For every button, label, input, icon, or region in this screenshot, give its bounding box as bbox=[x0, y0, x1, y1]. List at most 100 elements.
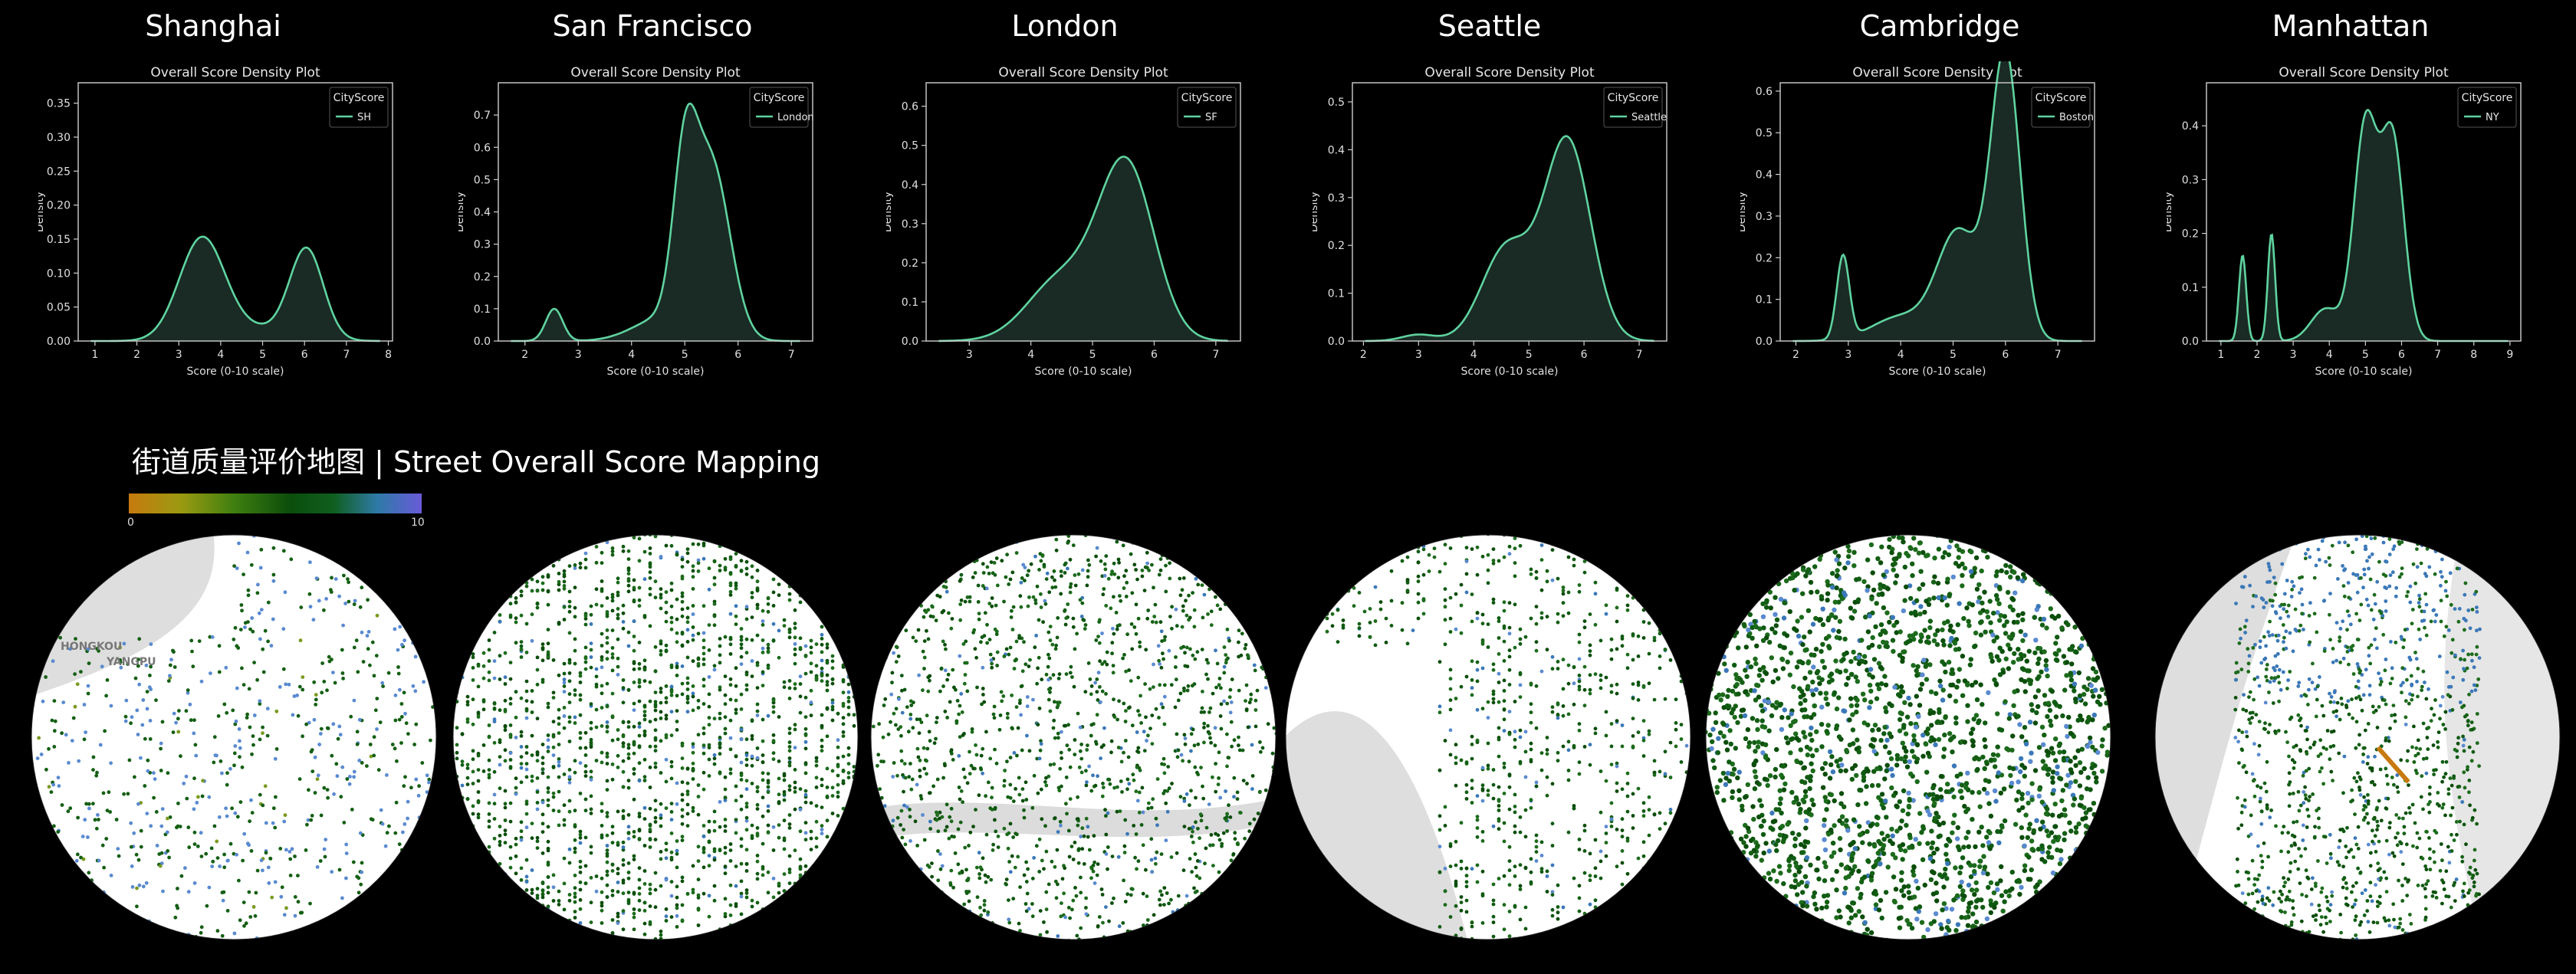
map-section-title: 街道质量评价地图 | Street Overall Score Mapping bbox=[132, 445, 820, 479]
legend: CityScore SH bbox=[329, 87, 389, 128]
y-tick-label: 0.5 bbox=[1328, 97, 1345, 109]
density-line bbox=[938, 156, 1228, 343]
y-tick-label: 0.4 bbox=[902, 179, 918, 192]
y-tick-label: 0.1 bbox=[474, 303, 491, 316]
x-tick-label: 2 bbox=[1792, 349, 1799, 361]
x-tick-label: 3 bbox=[575, 349, 582, 361]
legend-label: London bbox=[777, 112, 814, 123]
density-chart: Overall Score Density Plot 2 3 4 5 6 7 0.0 0.1 0.… bbox=[1313, 65, 1668, 378]
city-title: Cambridge bbox=[1859, 9, 2020, 43]
density-area bbox=[2219, 110, 2509, 341]
plot-frame bbox=[925, 82, 1241, 342]
city-title: Shanghai bbox=[145, 9, 281, 43]
y-tick-label: 0.0 bbox=[474, 336, 491, 348]
y-tick-label: 0.5 bbox=[902, 140, 918, 152]
x-tick-label: 9 bbox=[2506, 349, 2513, 361]
x-tick-label: 7 bbox=[1636, 349, 1643, 361]
city-title: Manhattan bbox=[2272, 9, 2430, 43]
y-tick-label: 0.00 bbox=[47, 336, 71, 348]
y-tick-label: 0.4 bbox=[1756, 169, 1773, 182]
y-tick-label: 0.0 bbox=[1328, 336, 1345, 348]
y-tick-label: 0.30 bbox=[47, 132, 71, 144]
density-line bbox=[1365, 135, 1654, 343]
plot-title: Overall Score Density Plot bbox=[2279, 65, 2449, 80]
plot-title: Overall Score Density Plot bbox=[998, 65, 1168, 80]
y-tick-label: 0.4 bbox=[2182, 120, 2199, 133]
density-chart: Overall Score Density Plot 2 3 4 5 6 7 0.0 0.1 0.… bbox=[1740, 61, 2095, 378]
x-tick-label: 7 bbox=[2055, 349, 2062, 361]
map-district-label: YANGPU bbox=[106, 656, 156, 668]
x-tick-label: 7 bbox=[788, 349, 795, 361]
x-tick-label: 8 bbox=[385, 349, 392, 361]
legend: CityScore SF bbox=[1177, 87, 1237, 128]
density-area bbox=[511, 103, 800, 341]
y-tick-label: 0.6 bbox=[1756, 86, 1773, 98]
plot-title: Overall Score Density Plot bbox=[1424, 65, 1595, 80]
legend: CityScore Seattle bbox=[1603, 87, 1667, 128]
x-tick-label: 3 bbox=[1845, 349, 1852, 361]
x-tick-label: 2 bbox=[2254, 349, 2261, 361]
y-tick-label: 0.1 bbox=[902, 297, 918, 309]
x-tick-label: 2 bbox=[521, 349, 528, 361]
legend: CityScore London bbox=[749, 87, 814, 128]
y-tick-label: 0.2 bbox=[1756, 252, 1773, 264]
y-tick-label: 0.20 bbox=[47, 200, 71, 212]
x-tick-label: 3 bbox=[2290, 349, 2297, 361]
density-line bbox=[511, 102, 800, 343]
plot-frame bbox=[2206, 82, 2522, 342]
plot-title: Overall Score Density Plot bbox=[150, 65, 320, 80]
x-axis-label: Score (0-10 scale) bbox=[1035, 366, 1132, 378]
x-axis-label: Score (0-10 scale) bbox=[2315, 366, 2413, 378]
x-tick-label: 7 bbox=[343, 349, 350, 361]
y-tick-label: 0.3 bbox=[474, 239, 491, 251]
x-tick-label: 5 bbox=[1089, 349, 1096, 361]
x-tick-label: 6 bbox=[1151, 349, 1158, 361]
density-area bbox=[1792, 61, 2082, 341]
y-tick-label: 0.3 bbox=[902, 218, 918, 231]
legend-title: CityScore bbox=[754, 92, 805, 104]
y-tick-label: 0.1 bbox=[1756, 294, 1773, 307]
x-tick-label: 6 bbox=[2002, 349, 2009, 361]
y-tick-label: 0.0 bbox=[2182, 336, 2199, 348]
x-tick-label: 3 bbox=[966, 349, 973, 361]
x-axis-label: Score (0-10 scale) bbox=[187, 366, 284, 378]
legend-label: Boston bbox=[2059, 112, 2094, 123]
city-score-map bbox=[1705, 534, 2111, 940]
x-tick-label: 2 bbox=[133, 349, 140, 361]
y-axis-label: Density bbox=[1313, 192, 1320, 232]
x-tick-label: 6 bbox=[2398, 349, 2405, 361]
x-tick-label: 7 bbox=[2434, 349, 2441, 361]
y-axis-label: Density bbox=[38, 192, 46, 232]
x-tick-label: 4 bbox=[1470, 349, 1477, 361]
density-line bbox=[1792, 61, 2082, 343]
x-tick-label: 6 bbox=[734, 349, 741, 361]
y-tick-label: 0.3 bbox=[1756, 211, 1773, 223]
x-tick-label: 5 bbox=[2362, 349, 2369, 361]
x-tick-label: 2 bbox=[1360, 349, 1367, 361]
plot-frame bbox=[77, 82, 393, 342]
legend-label: Seattle bbox=[1631, 112, 1667, 123]
x-tick-label: 5 bbox=[1526, 349, 1533, 361]
y-tick-label: 0.0 bbox=[902, 336, 918, 348]
y-tick-label: 0.25 bbox=[47, 166, 71, 178]
city-title: Seattle bbox=[1438, 9, 1542, 43]
x-tick-label: 4 bbox=[628, 349, 635, 361]
y-tick-label: 0.15 bbox=[47, 234, 71, 246]
city-score-map bbox=[452, 534, 859, 940]
y-tick-label: 0.7 bbox=[474, 110, 491, 122]
x-tick-label: 4 bbox=[2326, 349, 2333, 361]
city-score-map bbox=[2154, 534, 2561, 940]
legend: CityScore Boston bbox=[2031, 87, 2094, 128]
x-tick-label: 8 bbox=[2470, 349, 2477, 361]
density-line bbox=[90, 235, 380, 343]
y-tick-label: 0.2 bbox=[1328, 240, 1345, 252]
x-axis-label: Score (0-10 scale) bbox=[1461, 366, 1559, 378]
y-tick-label: 0.05 bbox=[47, 302, 71, 314]
x-tick-label: 5 bbox=[259, 349, 266, 361]
x-tick-label: 4 bbox=[1898, 349, 1904, 361]
x-tick-label: 1 bbox=[91, 349, 98, 361]
y-tick-label: 0.2 bbox=[902, 257, 918, 270]
y-tick-label: 0.1 bbox=[1328, 288, 1345, 300]
x-tick-label: 4 bbox=[217, 349, 224, 361]
density-area bbox=[938, 156, 1228, 341]
